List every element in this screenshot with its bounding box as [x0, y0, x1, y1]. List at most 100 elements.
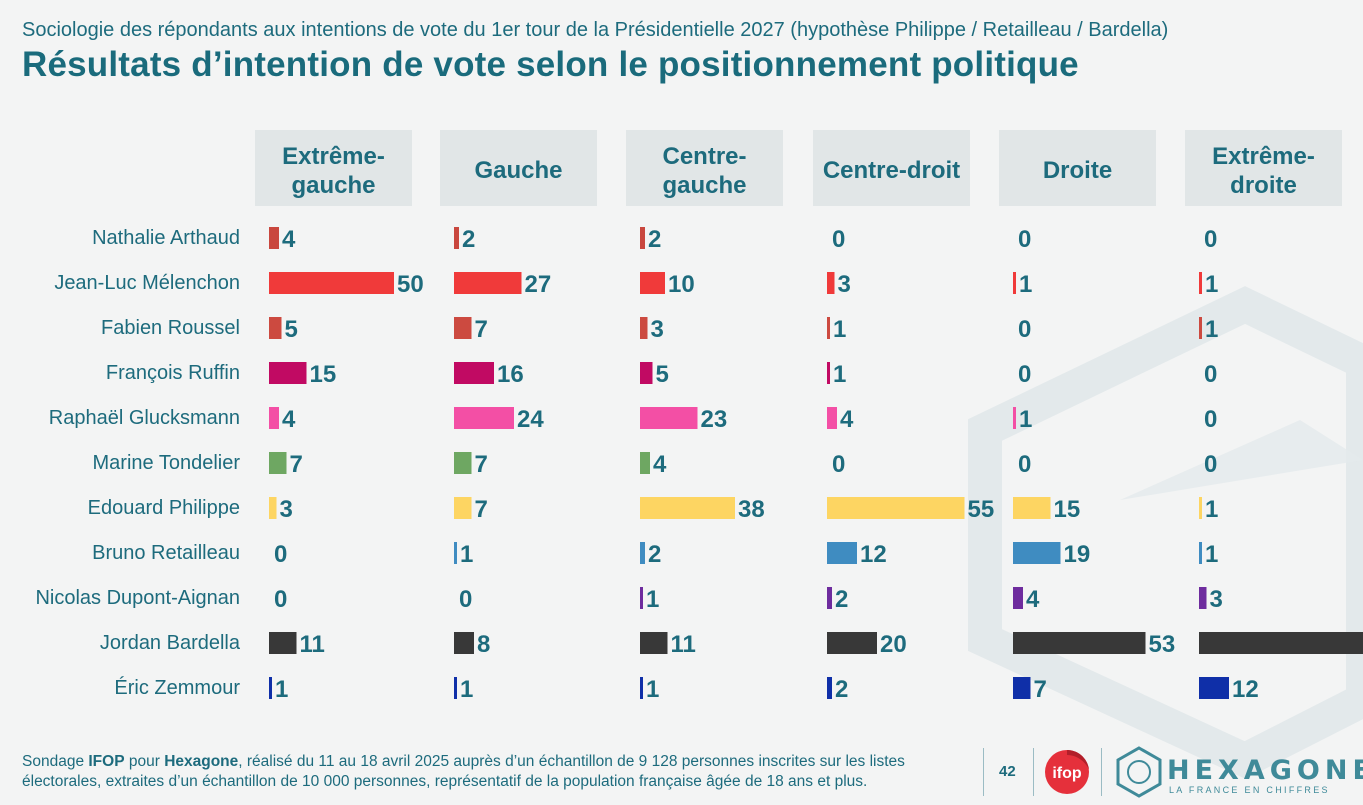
bar-value-label: 0	[1204, 361, 1217, 388]
bar-value-label: 7	[475, 316, 488, 343]
bar	[269, 677, 272, 699]
bar-value-label: 1	[646, 676, 659, 703]
column-header-bg-4	[999, 130, 1156, 206]
bar	[640, 677, 643, 699]
bar	[640, 542, 645, 564]
bar-value-label: 1	[1019, 406, 1032, 433]
bar-value-label: 0	[459, 586, 472, 613]
column-header-bg-0	[255, 130, 412, 206]
column-header-label-3-0: Centre-droit	[823, 157, 960, 184]
bar-value-label: 7	[475, 496, 488, 523]
chart-subtitle: Sociologie des répondants aux intentions…	[22, 19, 1169, 41]
bar-value-label: 2	[648, 226, 661, 253]
row-label: Raphaël Glucksmann	[49, 407, 240, 429]
bar-value-label: 3	[838, 271, 851, 298]
row-label: Nathalie Arthaud	[92, 227, 240, 249]
bar-value-label: 1	[460, 676, 473, 703]
footer-prefix: Sondage	[22, 753, 89, 770]
footer-pour: pour	[124, 753, 165, 770]
bar	[640, 407, 698, 429]
bar-value-label: 2	[648, 541, 661, 568]
bar	[1199, 632, 1363, 654]
bar-value-label: 0	[1018, 361, 1031, 388]
footer-hexagone: Hexagone	[164, 753, 239, 770]
bar	[454, 317, 472, 339]
bar	[827, 542, 857, 564]
bar	[1013, 497, 1051, 519]
bar-value-label: 1	[1205, 541, 1218, 568]
bar-value-label: 8	[477, 631, 490, 658]
bar-value-label: 0	[1018, 226, 1031, 253]
footer-note: Sondage IFOP pour Hexagone, réalisé du 1…	[22, 752, 972, 792]
bar-value-label: 1	[1019, 271, 1032, 298]
bar-value-label: 2	[835, 676, 848, 703]
bar-value-label: 2	[835, 586, 848, 613]
bar-value-label: 1	[275, 676, 288, 703]
bar	[827, 677, 832, 699]
bar-value-label: 38	[738, 496, 765, 523]
bar-value-label: 4	[282, 226, 296, 253]
bar	[827, 317, 830, 339]
bar-value-label: 50	[397, 271, 424, 298]
bar-value-label: 0	[1204, 451, 1217, 478]
bar-value-label: 10	[668, 271, 695, 298]
bar	[1199, 497, 1202, 519]
row-label: Jordan Bardella	[100, 632, 241, 654]
column-header-bg-1	[440, 130, 597, 206]
row-label: Nicolas Dupont-Aignan	[35, 587, 240, 609]
row-label: François Ruffin	[106, 362, 240, 384]
bar-value-label: 0	[274, 586, 287, 613]
bar	[827, 497, 965, 519]
bar	[269, 452, 287, 474]
bar	[1013, 587, 1023, 609]
svg-text:ifop: ifop	[1052, 765, 1082, 782]
bar-value-label: 0	[832, 451, 845, 478]
bar-value-label: 1	[1205, 271, 1218, 298]
bar	[454, 632, 474, 654]
bar	[827, 632, 877, 654]
bar-value-label: 11	[671, 631, 696, 658]
bar	[454, 227, 459, 249]
bar-value-label: 4	[282, 406, 296, 433]
bar	[269, 632, 297, 654]
bar-value-label: 1	[833, 361, 846, 388]
bar	[1199, 272, 1202, 294]
bar	[269, 497, 277, 519]
bar-value-label: 53	[1149, 631, 1176, 658]
column-header-label-5-0: Extrême-	[1212, 143, 1315, 170]
bar	[640, 452, 650, 474]
bar	[1013, 677, 1031, 699]
bar-value-label: 19	[1064, 541, 1091, 568]
column-header-bg-5	[1185, 130, 1342, 206]
bar-value-label: 0	[1204, 226, 1217, 253]
bar-value-label: 1	[460, 541, 473, 568]
bar	[454, 407, 514, 429]
column-header-bg-3	[813, 130, 970, 206]
bar	[269, 317, 282, 339]
bar	[454, 542, 457, 564]
bar-value-label: 3	[1210, 586, 1223, 613]
bar	[827, 407, 837, 429]
bar-value-label: 4	[653, 451, 667, 478]
column-header-label-2-0: Centre-	[662, 143, 746, 170]
footer-divider-3	[1101, 748, 1102, 796]
bar-chart: Extrême-gauche Gauche Centre-gauche Centre-…	[35, 130, 1363, 703]
page-number: 42	[999, 763, 1016, 780]
bar	[269, 362, 307, 384]
row-label: Edouard Philippe	[88, 497, 240, 519]
bar	[1199, 317, 1202, 339]
bar-value-label: 12	[1232, 676, 1259, 703]
bar-value-label: 2	[462, 226, 475, 253]
bar-value-label: 5	[656, 361, 669, 388]
bar-value-label: 27	[525, 271, 552, 298]
bar	[1199, 542, 1202, 564]
bar	[1199, 587, 1207, 609]
column-header-label-2-1: gauche	[662, 172, 746, 199]
bar	[640, 497, 735, 519]
bar	[269, 227, 279, 249]
bar-value-label: 12	[860, 541, 887, 568]
column-header-label-1-0: Gauche	[474, 157, 562, 184]
hexagone-brand: HEXAGONE	[1167, 755, 1363, 786]
bar-value-label: 1	[1205, 316, 1218, 343]
bar	[640, 587, 643, 609]
